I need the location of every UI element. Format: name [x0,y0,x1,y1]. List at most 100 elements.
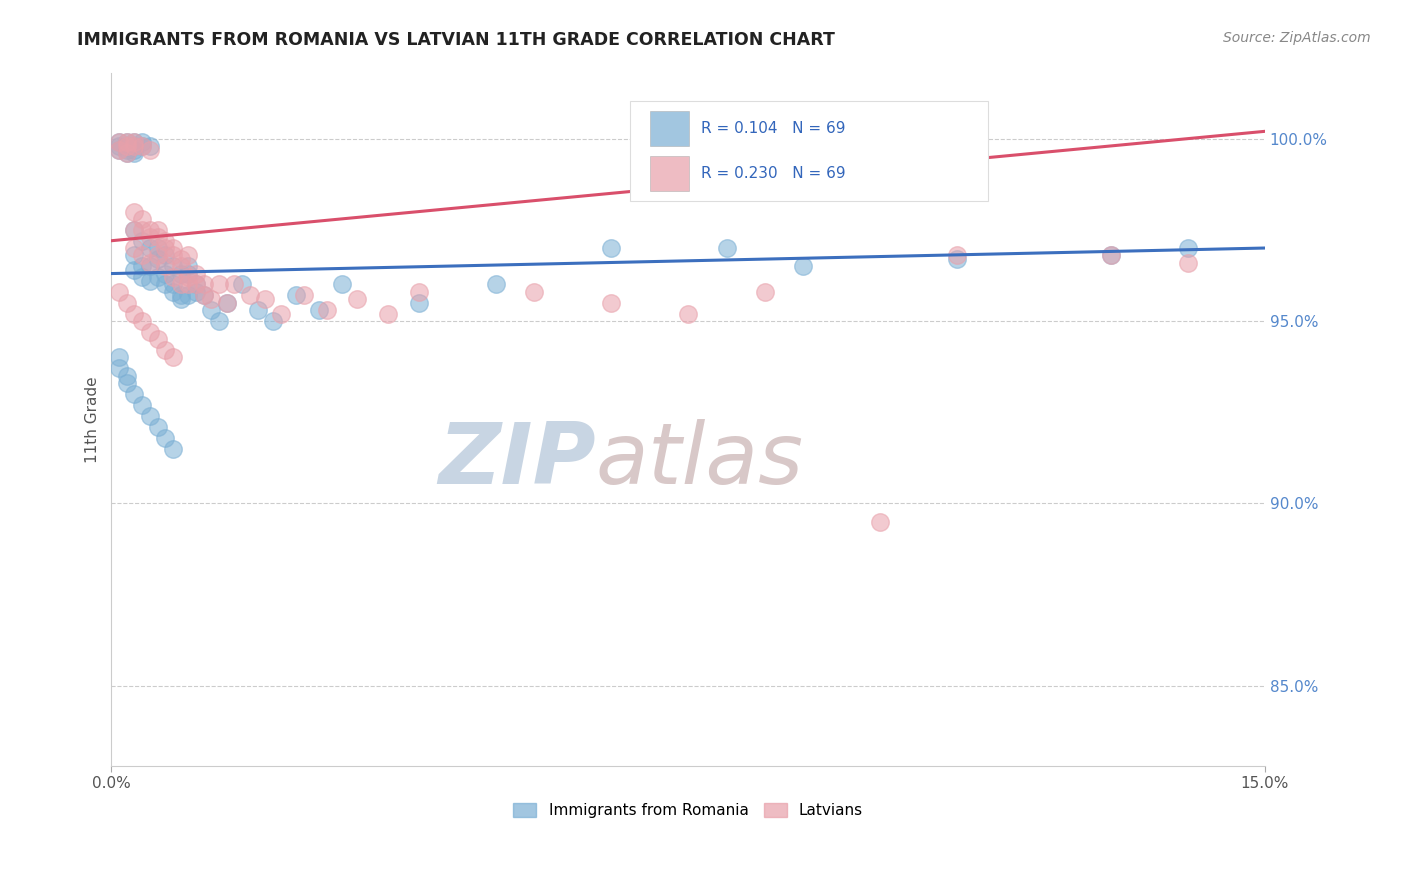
Point [224,277,246,292]
Point [239,288,262,302]
Point [162,285,184,299]
Point [131,211,153,226]
Point [308,303,330,318]
Point [262,314,284,328]
Point [139,325,162,339]
Text: ZIP: ZIP [439,419,596,502]
Point [754,285,776,299]
Point [231,277,253,292]
Point [124,223,146,237]
Point [193,288,215,302]
Point [131,234,153,248]
Point [408,285,430,299]
Point [139,274,162,288]
Point [193,288,215,302]
Point [1099,248,1122,262]
Point [131,139,153,153]
Point [124,135,146,149]
Point [346,292,368,306]
Point [600,295,623,310]
Point [124,139,146,153]
Text: R = 0.104   N = 69: R = 0.104 N = 69 [700,121,845,136]
Point [146,230,169,244]
Point [108,135,131,149]
Point [169,288,191,302]
Point [131,135,153,149]
Point [155,431,177,445]
Text: IMMIGRANTS FROM ROMANIA VS LATVIAN 11TH GRADE CORRELATION CHART: IMMIGRANTS FROM ROMANIA VS LATVIAN 11TH … [77,31,835,49]
Point [285,288,308,302]
Point [124,139,146,153]
Point [169,277,191,292]
Point [169,267,191,281]
Point [115,146,138,161]
Point [108,139,131,153]
Point [124,241,146,255]
Point [139,230,162,244]
Point [162,270,184,285]
FancyBboxPatch shape [630,101,988,202]
Point [146,332,169,346]
Point [215,295,238,310]
Point [162,259,184,273]
Point [208,314,231,328]
Point [131,314,153,328]
Point [115,368,138,383]
Point [139,241,162,255]
Point [155,277,177,292]
Point [177,259,200,273]
Point [115,135,138,149]
Point [155,234,177,248]
Point [115,139,138,153]
Point [131,398,153,412]
Point [177,277,200,292]
Point [523,285,546,299]
Point [139,255,162,269]
Point [155,241,177,255]
Point [146,252,169,266]
Point [115,135,138,149]
Point [869,515,891,529]
Point [146,248,169,262]
Point [270,307,292,321]
Point [184,285,207,299]
Legend: Immigrants from Romania, Latvians: Immigrants from Romania, Latvians [508,797,869,824]
Point [131,259,153,273]
Bar [650,112,689,145]
Point [124,135,146,149]
Point [139,409,162,423]
Point [169,259,191,273]
Point [193,277,215,292]
Point [108,351,131,365]
Point [184,267,207,281]
Point [184,277,207,292]
Point [676,307,699,321]
Point [246,303,269,318]
Point [169,292,191,306]
Point [124,204,146,219]
Text: Source: ZipAtlas.com: Source: ZipAtlas.com [1223,31,1371,45]
Point [124,387,146,401]
Point [716,241,738,255]
Point [131,139,153,153]
Point [131,270,153,285]
Point [162,277,184,292]
Point [162,442,184,456]
Point [155,259,177,273]
Point [792,259,814,273]
Point [115,295,138,310]
Point [139,259,162,273]
Point [124,143,146,157]
Point [124,248,146,262]
Point [162,241,184,255]
Point [330,277,353,292]
Point [177,267,200,281]
Point [1177,255,1199,269]
Point [600,241,623,255]
Point [184,277,207,292]
Point [946,252,969,266]
Point [485,277,508,292]
Point [254,292,277,306]
Point [115,139,138,153]
Point [146,419,169,434]
